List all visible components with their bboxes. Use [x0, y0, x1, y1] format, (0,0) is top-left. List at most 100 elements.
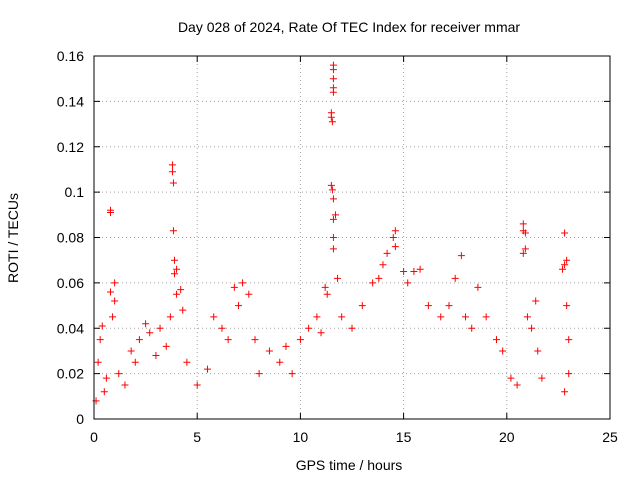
data-point — [173, 265, 181, 273]
data-point — [532, 297, 540, 305]
data-point — [111, 297, 119, 305]
data-point — [328, 118, 336, 126]
data-point — [561, 261, 569, 269]
data-point — [329, 215, 337, 223]
data-point — [276, 358, 284, 366]
data-point — [111, 279, 119, 287]
data-point — [519, 220, 527, 228]
data-point — [193, 381, 201, 389]
data-point — [507, 374, 515, 382]
data-point — [255, 370, 263, 378]
data-point — [251, 336, 259, 344]
data-point — [416, 265, 424, 273]
data-point — [94, 358, 102, 366]
data-point — [109, 313, 117, 321]
data-point — [204, 365, 212, 373]
data-point — [168, 168, 176, 176]
data-point — [462, 313, 470, 321]
data-point — [296, 336, 304, 344]
data-point — [210, 313, 218, 321]
x-tick-label: 10 — [293, 429, 309, 445]
data-point — [121, 381, 129, 389]
y-tick-label: 0.06 — [57, 275, 84, 291]
data-point — [179, 306, 187, 314]
data-point — [534, 347, 542, 355]
data-point — [375, 274, 383, 282]
y-tick-label: 0.14 — [57, 93, 84, 109]
data-point — [445, 302, 453, 310]
scatter-points — [92, 61, 573, 405]
y-tick-label: 0.12 — [57, 139, 84, 155]
data-point — [170, 256, 178, 264]
data-point — [169, 227, 177, 235]
data-point — [482, 313, 490, 321]
plot-frame — [93, 55, 611, 420]
data-point — [329, 88, 337, 96]
data-point — [379, 261, 387, 269]
data-point — [166, 313, 174, 321]
data-point — [305, 324, 313, 332]
data-point — [102, 374, 110, 382]
data-point — [383, 249, 391, 257]
data-point — [327, 181, 335, 189]
data-point — [142, 320, 150, 328]
grid — [94, 56, 610, 419]
data-point — [327, 109, 335, 117]
data-point — [146, 329, 154, 337]
tick-labels: 0 5 10 15 20 25 0 0.02 0.04 0.06 0.08 0.1 0.12 0.14 0.… — [57, 48, 618, 445]
data-point — [424, 302, 432, 310]
data-point — [115, 370, 123, 378]
data-point — [329, 195, 337, 203]
data-point — [321, 283, 329, 291]
x-tick-label: 0 — [90, 429, 98, 445]
data-point — [224, 336, 232, 344]
data-point — [561, 388, 569, 396]
y-tick-label: 0.16 — [57, 48, 84, 64]
data-point — [519, 249, 527, 257]
data-point — [170, 270, 178, 278]
data-point — [331, 211, 339, 219]
data-point — [338, 313, 346, 321]
data-point — [173, 290, 181, 298]
data-point — [239, 279, 247, 287]
data-point — [528, 324, 536, 332]
chart-title: Day 028 of 2024, Rate Of TEC Index for r… — [178, 19, 520, 35]
y-tick-label: 0.1 — [65, 184, 85, 200]
data-point — [245, 290, 253, 298]
data-point — [177, 286, 185, 294]
y-tick-label: 0.08 — [57, 230, 84, 246]
x-axis-label: GPS time / hours — [296, 457, 403, 473]
x-tick-label: 5 — [193, 429, 201, 445]
data-point — [369, 279, 377, 287]
data-point — [313, 313, 321, 321]
data-point — [521, 229, 529, 237]
data-point — [468, 324, 476, 332]
data-point — [563, 302, 571, 310]
data-point — [400, 268, 408, 276]
data-point — [96, 336, 104, 344]
data-point — [265, 347, 273, 355]
data-point — [288, 370, 296, 378]
data-point — [521, 245, 529, 253]
x-tick-label: 25 — [602, 429, 618, 445]
data-point — [437, 313, 445, 321]
data-point — [100, 388, 108, 396]
data-point — [513, 381, 521, 389]
data-point — [218, 324, 226, 332]
data-point — [131, 358, 139, 366]
ticks — [93, 55, 611, 420]
data-point — [135, 336, 143, 344]
data-point — [358, 302, 366, 310]
data-point — [451, 274, 459, 282]
data-point — [565, 336, 573, 344]
x-tick-label: 15 — [396, 429, 412, 445]
data-point — [162, 342, 170, 350]
data-point — [457, 252, 465, 260]
data-point — [282, 342, 290, 350]
data-point — [404, 279, 412, 287]
data-point — [561, 229, 569, 237]
y-tick-label: 0.02 — [57, 366, 84, 382]
data-point — [499, 347, 507, 355]
data-point — [156, 324, 164, 332]
